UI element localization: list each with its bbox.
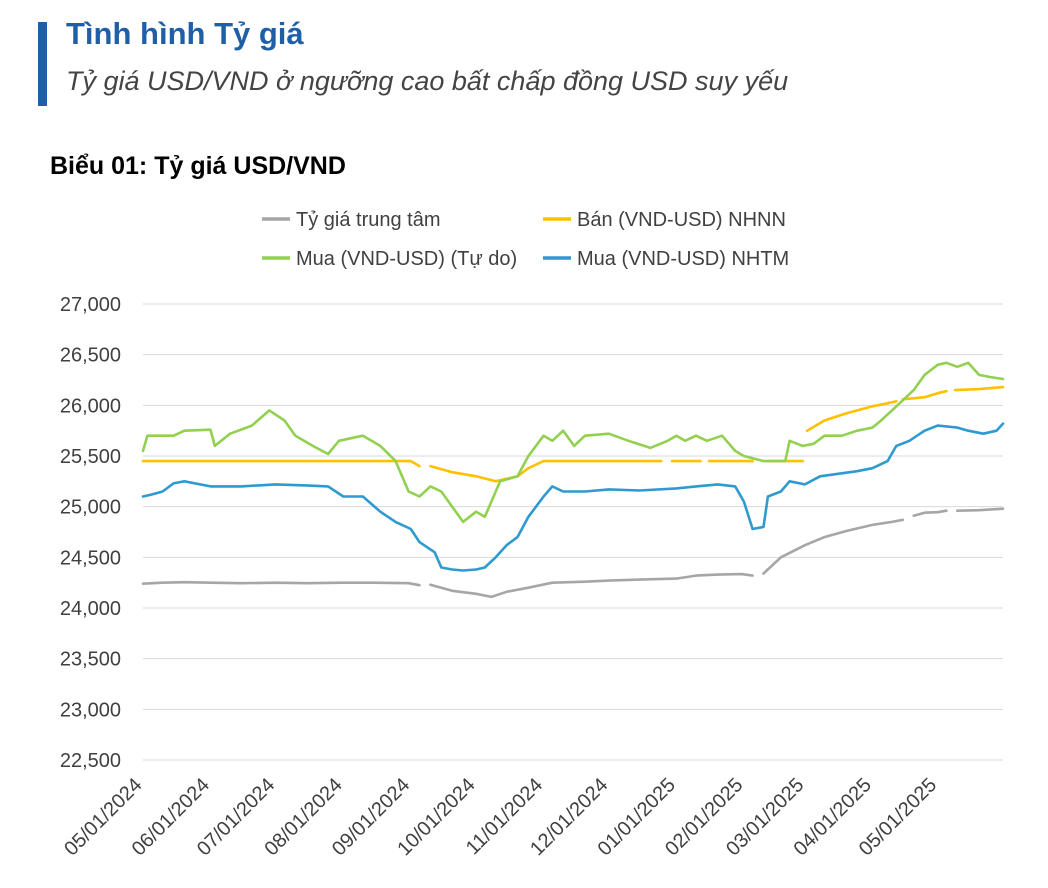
y-tick-label: 26,000 — [60, 395, 121, 417]
y-tick-label: 23,000 — [60, 699, 121, 721]
y-tick-label: 22,500 — [60, 750, 121, 772]
chart-grid — [143, 303, 1003, 761]
header-accent-bar — [38, 22, 47, 106]
chart-legend: Tỷ giá trung tâm Bán (VND-USD) NHNN Mua (V… — [262, 209, 789, 270]
series-line — [955, 507, 1005, 513]
series-line — [429, 459, 663, 483]
page-subtitle: Tỷ giá USD/VND ở ngưỡng cao bất chấp đồn… — [66, 66, 789, 96]
series-line — [141, 580, 421, 587]
y-tick-label: 25,000 — [60, 497, 121, 519]
y-tick-label: 23,500 — [60, 649, 121, 671]
legend-label: Tỷ giá trung tâm — [296, 209, 441, 231]
series-line — [805, 399, 898, 433]
y-axis: 22,500 23,000 23,500 24,000 24,500 25,000 25,5… — [60, 294, 121, 772]
legend-label: Bán (VND-USD) NHNN — [577, 209, 786, 231]
legend-label: Mua (VND-USD) (Tự do) — [296, 248, 517, 270]
series-line — [141, 422, 1005, 572]
y-tick-label: 24,000 — [60, 598, 121, 620]
legend-label: Mua (VND-USD) NHTM — [577, 248, 789, 270]
y-tick-label: 26,500 — [60, 345, 121, 367]
y-tick-label: 27,000 — [60, 294, 121, 316]
series-line — [912, 509, 948, 518]
series-line — [141, 361, 1005, 524]
chart-series — [141, 361, 1005, 599]
series-line — [901, 389, 948, 401]
series-line — [429, 572, 754, 599]
y-tick-label: 24,500 — [60, 547, 121, 569]
page-title: Tình hình Tỷ giá — [66, 16, 304, 51]
series-line — [953, 385, 1005, 392]
series-line — [141, 459, 421, 468]
x-axis: 05/01/202406/01/202407/01/202408/01/2024… — [60, 774, 941, 860]
series-line — [762, 518, 905, 575]
chart-title: Biểu 01: Tỷ giá USD/VND — [50, 152, 346, 180]
y-tick-label: 25,500 — [60, 446, 121, 468]
